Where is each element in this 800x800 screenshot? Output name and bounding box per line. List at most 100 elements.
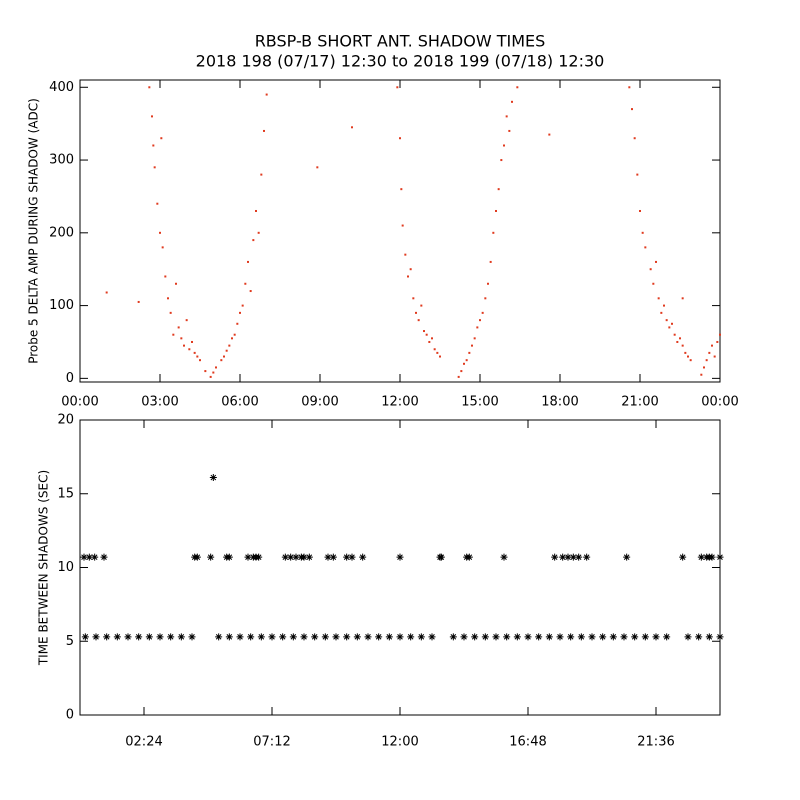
data-point xyxy=(417,319,420,322)
data-point xyxy=(193,553,201,561)
data-point xyxy=(524,633,532,641)
data-point xyxy=(215,366,217,369)
data-point xyxy=(225,553,233,561)
data-point xyxy=(279,633,287,641)
data-point xyxy=(631,633,639,641)
y-tick-label: 400 xyxy=(49,80,74,95)
data-point xyxy=(175,282,177,285)
data-point xyxy=(687,355,689,358)
data-point xyxy=(719,333,721,336)
data-point xyxy=(103,633,111,641)
data-point xyxy=(465,359,468,362)
x-tick-label: 12:00 xyxy=(381,395,418,410)
data-point xyxy=(639,209,641,212)
data-point xyxy=(641,633,649,641)
data-point xyxy=(204,370,207,373)
data-point xyxy=(196,355,199,358)
data-point xyxy=(169,311,172,314)
data-point xyxy=(628,86,631,89)
y-tick-label: 10 xyxy=(57,560,74,575)
data-point xyxy=(433,348,436,351)
data-point xyxy=(145,633,153,641)
data-point xyxy=(100,553,108,561)
data-point xyxy=(91,553,99,561)
data-point xyxy=(716,553,724,561)
data-point xyxy=(135,633,143,641)
data-point xyxy=(396,553,404,561)
data-point xyxy=(460,370,463,373)
data-point xyxy=(156,202,159,205)
x-tick-label: 00:00 xyxy=(61,395,98,410)
data-point xyxy=(489,260,492,263)
data-point xyxy=(588,633,596,641)
data-point xyxy=(255,209,257,212)
data-point xyxy=(148,86,151,89)
data-point xyxy=(492,231,495,234)
data-point xyxy=(239,311,241,314)
data-point xyxy=(396,633,404,641)
data-point xyxy=(436,351,439,354)
data-point xyxy=(321,633,329,641)
data-point xyxy=(359,553,367,561)
data-point xyxy=(423,330,425,333)
data-point xyxy=(431,337,433,340)
data-point xyxy=(676,340,679,343)
data-point xyxy=(156,633,164,641)
data-point xyxy=(476,326,479,329)
data-point xyxy=(231,337,233,340)
data-point xyxy=(225,349,228,352)
data-point xyxy=(681,297,684,300)
data-point xyxy=(513,633,521,641)
data-point xyxy=(487,282,489,285)
x-tick-label: 16:48 xyxy=(509,735,546,750)
data-point xyxy=(492,633,500,641)
data-point xyxy=(500,553,508,561)
data-point xyxy=(679,337,681,340)
data-point xyxy=(689,359,692,362)
data-point xyxy=(209,375,212,378)
x-tick-label: 06:00 xyxy=(221,395,258,410)
data-point xyxy=(255,553,263,561)
data-point xyxy=(257,231,260,234)
data-point xyxy=(655,260,657,263)
data-point xyxy=(167,297,169,300)
data-point xyxy=(700,373,703,376)
data-point xyxy=(188,633,196,641)
data-point xyxy=(420,304,423,307)
data-point xyxy=(703,366,705,369)
data-point xyxy=(505,115,508,118)
data-point xyxy=(535,633,543,641)
data-point xyxy=(471,344,473,347)
data-point xyxy=(679,553,687,561)
data-point xyxy=(652,633,660,641)
data-point xyxy=(152,144,155,147)
data-point xyxy=(428,633,436,641)
data-point xyxy=(575,553,583,561)
data-point xyxy=(263,129,265,132)
data-point xyxy=(343,553,351,561)
data-point xyxy=(343,633,351,641)
data-point xyxy=(375,633,383,641)
data-point xyxy=(577,633,585,641)
data-point xyxy=(481,311,484,314)
data-point xyxy=(316,166,319,169)
data-point xyxy=(329,553,337,561)
data-point xyxy=(353,633,361,641)
data-point xyxy=(124,633,132,641)
data-point xyxy=(324,553,332,561)
y-axis-label: Probe 5 DELTA AMP DURING SHADOW (ADC) xyxy=(27,98,41,364)
data-point xyxy=(364,633,372,641)
data-point xyxy=(551,553,559,561)
data-point xyxy=(292,553,300,561)
data-point xyxy=(641,231,644,234)
data-point xyxy=(437,553,445,561)
data-point xyxy=(252,239,255,242)
data-point xyxy=(508,129,511,132)
data-point xyxy=(167,633,175,641)
y-tick-label: 0 xyxy=(66,708,74,723)
data-point xyxy=(516,86,519,89)
data-point xyxy=(191,340,193,343)
data-point xyxy=(161,246,164,249)
data-point xyxy=(671,322,673,325)
data-point xyxy=(153,166,156,169)
